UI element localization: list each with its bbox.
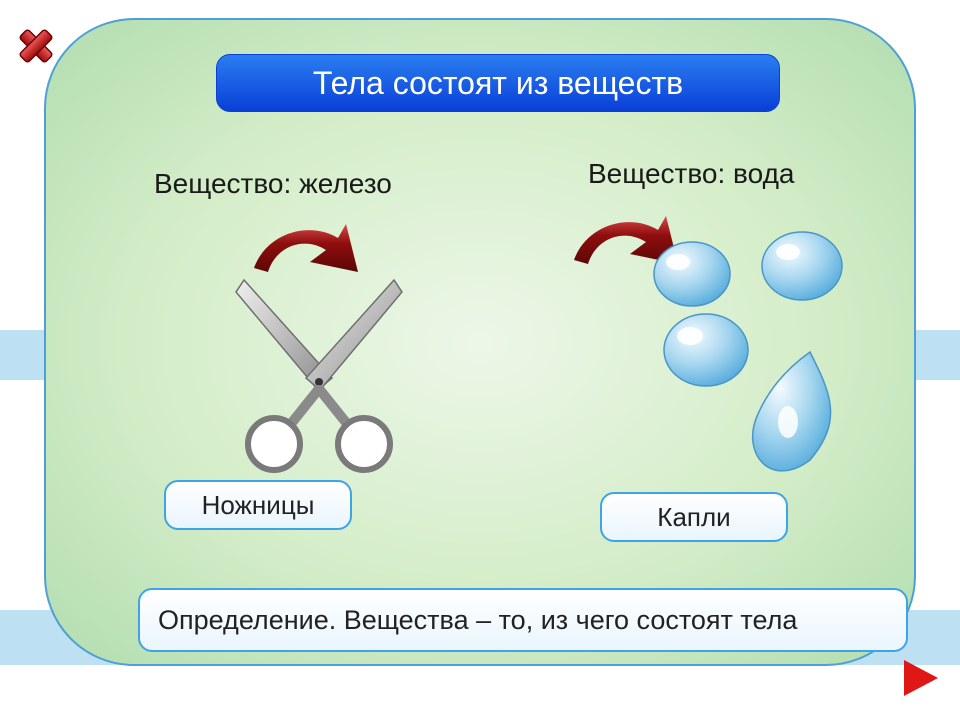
item-pill-left-text: Ножницы	[202, 490, 315, 521]
substance-label-right: Вещество: вода	[588, 158, 795, 190]
close-button[interactable]	[14, 24, 58, 68]
next-arrow-icon	[898, 656, 942, 700]
water-drops-icon	[620, 222, 900, 502]
slide-title: Тела состоят из веществ	[216, 54, 780, 112]
substance-label-left: Вещество: железо	[154, 168, 392, 200]
scissors-icon	[214, 274, 424, 474]
content-card: Тела состоят из веществ Вещество: железо…	[44, 18, 916, 666]
substance-label-left-text: Вещество: железо	[154, 168, 392, 199]
definition-text: Определение. Вещества – то, из чего сост…	[158, 605, 797, 636]
item-pill-right-text: Капли	[657, 502, 730, 533]
slide-title-text: Тела состоят из веществ	[313, 65, 683, 102]
next-button[interactable]	[898, 656, 942, 700]
definition-box: Определение. Вещества – то, из чего сост…	[138, 588, 908, 652]
substance-label-right-text: Вещество: вода	[588, 158, 795, 189]
close-icon	[14, 24, 58, 68]
item-pill-left: Ножницы	[164, 480, 352, 530]
item-pill-right: Капли	[600, 492, 788, 542]
